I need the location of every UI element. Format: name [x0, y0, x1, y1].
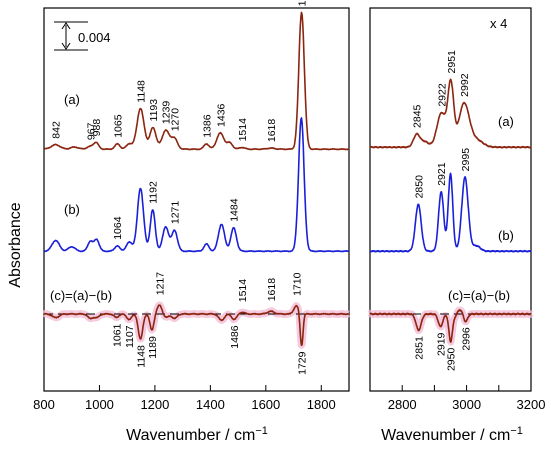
peak-label: 1192 — [148, 181, 160, 204]
spectrum-trace-2 — [369, 309, 532, 343]
peak-label: 1061 — [111, 323, 123, 347]
panel-ch-stretch-x-axis-title: Wavenumber / cm−1 — [381, 425, 523, 444]
x-tick-label: 3000 — [452, 397, 481, 412]
spectrum-trace-0 — [43, 11, 350, 151]
peak-label: 1484 — [229, 198, 241, 222]
peak-label: 1189 — [147, 336, 159, 359]
spectrum-trace-1 — [43, 117, 350, 253]
peak-label: 2851 — [414, 336, 426, 360]
panel-ch-stretch-x-ticks: 2800 3000 3200 — [388, 385, 546, 412]
peak-label: 1436 — [215, 103, 227, 127]
peak-label: 2950 — [446, 348, 458, 372]
peak-label: 1065 — [112, 114, 124, 138]
peak-label: 1148 — [135, 345, 147, 368]
peak-label: 1729 — [297, 351, 309, 375]
peak-label: 2850 — [413, 175, 425, 199]
panel-ch-stretch-region: 2800 3000 3200 (a) (b) (c)=(a)−(b) 2845 2922 29… — [366, 7, 546, 444]
x-tick-label: 800 — [33, 397, 55, 412]
spectrum-trace-2 — [43, 304, 350, 347]
scale-bar: 0.004 — [54, 21, 111, 51]
peak-label: 2996 — [460, 327, 472, 351]
peak-label: 1514 — [237, 279, 249, 303]
spectrum-trace-0 — [369, 78, 532, 149]
trace-label: (c)=(a)−(b) — [50, 288, 112, 303]
panel-fingerprint-region: 800 1000 1200 1400 1600 1800 (a) (b) (c)=(a)−(b… — [33, 0, 352, 444]
peak-label: 1064 — [112, 216, 124, 240]
panel-fingerprint-x-axis-title: Wavenumber / cm−1 — [126, 425, 268, 444]
peak-label: 1618 — [266, 278, 278, 302]
x-tick-label: 3200 — [517, 397, 546, 412]
peak-label: 2845 — [412, 104, 424, 128]
x-tick-label: 1000 — [85, 397, 114, 412]
panel-ch-stretch-traces — [366, 78, 535, 346]
peak-label: 1148 — [135, 80, 147, 103]
y-axis-title: Absorbance — [7, 202, 24, 287]
peak-label: 842 — [51, 121, 63, 139]
peak-label: 1217 — [155, 272, 167, 296]
peak-label: 1486 — [229, 325, 241, 349]
trace-label: (a) — [498, 114, 514, 129]
peak-label: 2919 — [436, 332, 448, 356]
panel-fingerprint-traces — [41, 11, 352, 349]
y-axis-title-text: Absorbance — [7, 202, 24, 287]
peak-label: 2992 — [459, 73, 471, 97]
peak-label: 1271 — [170, 201, 182, 225]
trace-label: (c)=(a)−(b) — [448, 288, 510, 303]
x-tick-label: 1200 — [140, 397, 169, 412]
peak-label: 1270 — [169, 108, 181, 132]
trace-label: (a) — [64, 92, 80, 107]
peak-label: 2921 — [436, 162, 448, 186]
x-tick-label: 1600 — [251, 397, 280, 412]
peak-label: 1514 — [237, 118, 249, 142]
peak-label: 2951 — [446, 50, 458, 74]
scale-bar-value: 0.004 — [78, 30, 111, 45]
panel-fingerprint-frame — [43, 7, 350, 392]
x-tick-label: 2800 — [388, 397, 417, 412]
peak-label: 1193 — [148, 99, 160, 122]
trace-label: (b) — [498, 228, 514, 243]
peak-label: 2922 — [436, 83, 448, 107]
peak-label: 1107 — [124, 325, 136, 348]
spectrum-trace-1 — [369, 172, 532, 253]
peak-label: 2995 — [460, 148, 472, 172]
scale-factor-label: x 4 — [490, 16, 507, 31]
panel-fingerprint-x-ticks: 800 1000 1200 1400 1600 1800 — [33, 385, 336, 412]
panel-ch-stretch-frame — [369, 7, 532, 392]
peak-label: 1386 — [201, 114, 213, 138]
peak-label: 967 — [85, 122, 97, 140]
peak-label: 988 — [91, 119, 103, 137]
x-tick-label: 1800 — [307, 397, 336, 412]
trace-label: (b) — [64, 202, 80, 217]
x-tick-label: 1400 — [196, 397, 225, 412]
peak-label: 1239 — [161, 101, 173, 125]
peak-label: 1618 — [266, 119, 278, 143]
peak-label: 1710 — [291, 272, 303, 296]
peak-label: 1729 — [297, 0, 309, 6]
